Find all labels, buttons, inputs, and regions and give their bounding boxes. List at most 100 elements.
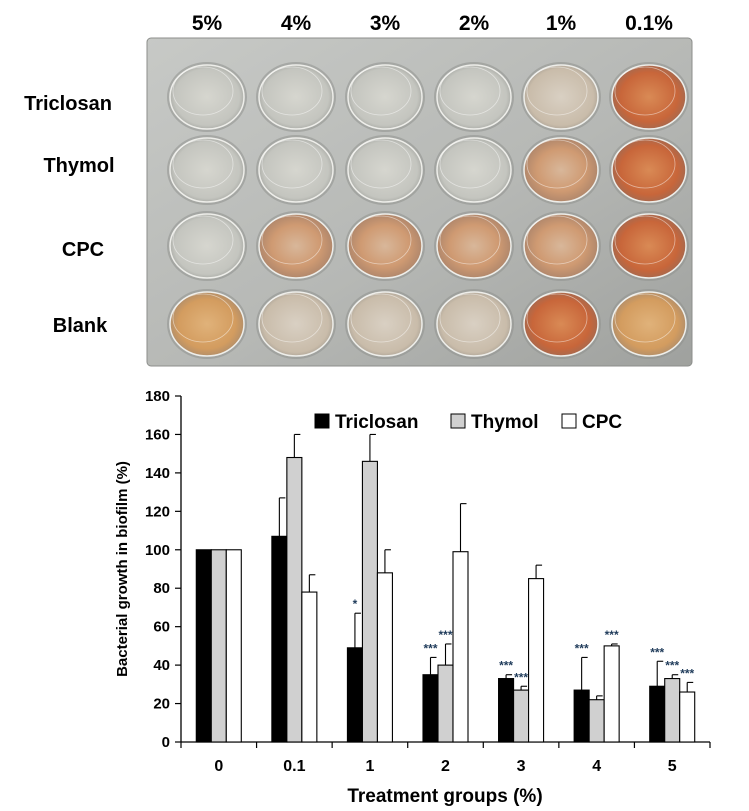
chart-legend: Triclosan Thymol CPC bbox=[314, 412, 622, 433]
well-plate-photo bbox=[146, 37, 693, 367]
y-axis-ticks: 0 20 40 60 80 100 120 140 160 180 bbox=[145, 388, 181, 751]
bar-cpc-5 bbox=[679, 691, 696, 743]
plate-well bbox=[434, 211, 514, 281]
y-tick-label: 20 bbox=[153, 696, 170, 713]
bar-triclosan-3 bbox=[498, 678, 515, 743]
plate-well bbox=[609, 62, 689, 132]
row-label-thymol: Thymol bbox=[43, 155, 114, 177]
y-tick-label: 140 bbox=[145, 465, 170, 482]
row-label-blank: Blank bbox=[53, 315, 108, 337]
significance-label: *** bbox=[499, 659, 513, 673]
bar-cpc-2 bbox=[452, 551, 469, 743]
plate-well bbox=[345, 62, 425, 132]
legend-label-thymol: Thymol bbox=[471, 412, 539, 433]
chart-bars bbox=[195, 456, 696, 743]
x-tick-label: 2 bbox=[441, 758, 450, 775]
bar-thymol-4 bbox=[588, 699, 605, 743]
bar-triclosan-0 bbox=[195, 549, 212, 743]
x-tick-label: 1 bbox=[365, 758, 374, 775]
plate-well bbox=[345, 211, 425, 281]
plate-well bbox=[609, 135, 689, 205]
bar-thymol-3 bbox=[513, 689, 530, 743]
significance-label: *** bbox=[438, 628, 452, 642]
column-label-4: 4% bbox=[281, 12, 312, 35]
x-tick-label: 5 bbox=[668, 758, 677, 775]
legend-swatch-cpc bbox=[561, 413, 577, 429]
y-tick-label: 120 bbox=[145, 503, 170, 520]
significance-label: *** bbox=[514, 670, 528, 684]
bar-thymol-1 bbox=[361, 460, 378, 743]
y-tick-label: 100 bbox=[145, 542, 170, 559]
y-tick-label: 60 bbox=[153, 619, 170, 636]
bar-triclosan-5 bbox=[649, 685, 666, 743]
x-tick-label: 3 bbox=[517, 758, 526, 775]
plate-well bbox=[167, 62, 247, 132]
x-axis-title: Treatment groups (%) bbox=[347, 786, 542, 807]
column-label-1: 1% bbox=[546, 12, 577, 35]
y-tick-label: 0 bbox=[162, 734, 170, 751]
plate-column-labels: 5% 4% 3% 2% 1% 0.1% bbox=[192, 12, 673, 35]
significance-label: *** bbox=[665, 659, 679, 673]
chart-significance-labels: ********** ****************** bbox=[353, 597, 695, 684]
bar-thymol-0 bbox=[210, 549, 227, 743]
plate-well bbox=[167, 211, 247, 281]
plate-well bbox=[609, 289, 689, 359]
y-tick-label: 80 bbox=[153, 580, 170, 597]
plate-well bbox=[256, 62, 336, 132]
plate-well bbox=[167, 135, 247, 205]
plate-well bbox=[434, 62, 514, 132]
bar-triclosan-1 bbox=[346, 647, 363, 743]
plate-well bbox=[521, 62, 601, 132]
y-axis-title: Bacterial growth in biofilm (%) bbox=[114, 461, 131, 677]
significance-label: *** bbox=[650, 645, 664, 659]
x-axis-ticks: 0 0.1 1 2 3 4 5 bbox=[180, 742, 711, 775]
significance-label: *** bbox=[423, 641, 437, 655]
plate-well bbox=[345, 135, 425, 205]
plate-well bbox=[521, 211, 601, 281]
bar-cpc-0-1 bbox=[301, 591, 318, 743]
legend-label-triclosan: Triclosan bbox=[335, 412, 418, 433]
bar-cpc-4 bbox=[603, 645, 620, 743]
significance-label: *** bbox=[605, 628, 619, 642]
x-tick-label: 0.1 bbox=[283, 758, 305, 775]
y-tick-label: 160 bbox=[145, 426, 170, 443]
significance-label: *** bbox=[680, 666, 694, 680]
plate-well bbox=[521, 289, 601, 359]
bar-thymol-0-1 bbox=[286, 456, 303, 743]
plate-wells bbox=[167, 62, 689, 359]
significance-label: *** bbox=[575, 641, 589, 655]
bar-cpc-3 bbox=[528, 578, 545, 743]
plate-well bbox=[609, 211, 689, 281]
plate-well bbox=[345, 289, 425, 359]
column-label-3: 3% bbox=[370, 12, 401, 35]
column-label-0-1: 0.1% bbox=[625, 12, 673, 35]
x-tick-label: 4 bbox=[592, 758, 601, 775]
bar-triclosan-0-1 bbox=[271, 535, 288, 743]
bar-thymol-5 bbox=[664, 678, 681, 743]
plate-well bbox=[521, 135, 601, 205]
plate-row-labels: Triclosan Thymol CPC Blank bbox=[24, 93, 114, 337]
plate-well bbox=[256, 211, 336, 281]
legend-label-cpc: CPC bbox=[582, 412, 622, 433]
x-tick-label: 0 bbox=[214, 758, 223, 775]
column-label-2: 2% bbox=[459, 12, 490, 35]
column-label-5: 5% bbox=[192, 12, 223, 35]
bar-cpc-1 bbox=[376, 572, 393, 743]
bar-triclosan-4 bbox=[573, 689, 590, 743]
plate-well bbox=[167, 289, 247, 359]
legend-swatch-triclosan bbox=[314, 413, 330, 429]
plate-well bbox=[434, 289, 514, 359]
plate-well bbox=[434, 135, 514, 205]
legend-swatch-thymol bbox=[450, 413, 466, 429]
plate-well bbox=[256, 289, 336, 359]
y-tick-label: 180 bbox=[145, 388, 170, 405]
row-label-triclosan: Triclosan bbox=[24, 93, 112, 115]
y-tick-label: 40 bbox=[153, 657, 170, 674]
plate-well bbox=[256, 135, 336, 205]
bar-triclosan-2 bbox=[422, 674, 439, 743]
chart-error-bars bbox=[278, 433, 694, 700]
bar-cpc-0 bbox=[225, 549, 242, 743]
bar-thymol-2 bbox=[437, 664, 454, 743]
